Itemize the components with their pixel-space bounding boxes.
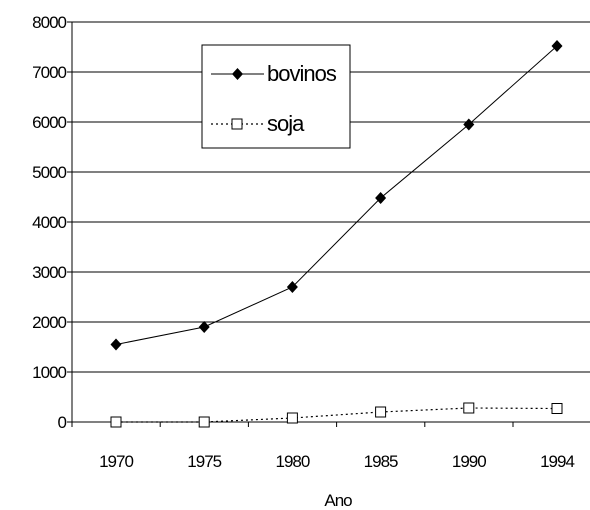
series-group	[110, 40, 563, 428]
point-bovinos-1980	[286, 281, 298, 293]
x-tick-label-1990: 1990	[452, 452, 486, 471]
legend-box	[201, 44, 351, 149]
point-soja-1985	[375, 406, 387, 418]
x-tick-label-1980: 1980	[275, 452, 309, 471]
legend-marker-bovinos	[232, 68, 243, 80]
series-bovinos	[110, 40, 563, 351]
y-tick-label-4000: 4000	[32, 213, 66, 232]
y-axis-ticks: 0 1000 2000 3000 4000 5000 6000 7000 8000	[32, 13, 72, 432]
y-tick-label-3000: 3000	[32, 263, 66, 282]
point-soja-1975	[198, 416, 210, 428]
legend-label-bovinos: bovinos	[267, 61, 337, 86]
point-bovinos-1990	[463, 118, 475, 131]
series-line-soja	[116, 407, 558, 423]
series-soja	[110, 402, 563, 428]
point-bovinos-1970	[110, 338, 122, 351]
x-tick-label-1970: 1970	[99, 452, 133, 471]
point-bovinos-1994	[551, 40, 563, 52]
y-tick-label-0: 0	[58, 413, 67, 432]
point-soja-1990	[463, 402, 475, 414]
y-tick-label-2000: 2000	[32, 313, 66, 332]
point-soja-1994	[551, 403, 563, 414]
legend-entry-soja: soja	[211, 111, 306, 136]
point-bovinos-1985	[375, 192, 387, 204]
y-tick-label-1000: 1000	[32, 363, 66, 382]
y-tick-label-5000: 5000	[32, 163, 66, 182]
legend-marker-soja	[231, 118, 243, 130]
point-bovinos-1975	[198, 321, 210, 333]
legend-entry-bovinos: bovinos	[211, 61, 338, 86]
x-tick-label-1994: 1994	[540, 452, 574, 471]
point-soja-1970	[110, 416, 122, 428]
x-tick-label-1985: 1985	[364, 452, 398, 471]
y-tick-label-8000: 8000	[32, 13, 66, 32]
series-line-bovinos	[115, 45, 558, 345]
y-tick-label-6000: 6000	[32, 113, 66, 132]
legend: bovinos soja	[201, 44, 351, 149]
point-soja-1980	[286, 412, 298, 424]
legend-label-soja: soja	[267, 111, 305, 136]
y-tick-label-7000: 7000	[32, 63, 66, 82]
x-axis-title: Ano	[324, 491, 352, 510]
x-tick-label-1975: 1975	[187, 452, 221, 471]
x-axis-ticks: 1970 1975 1980 1985 1990 1994	[71, 422, 575, 471]
